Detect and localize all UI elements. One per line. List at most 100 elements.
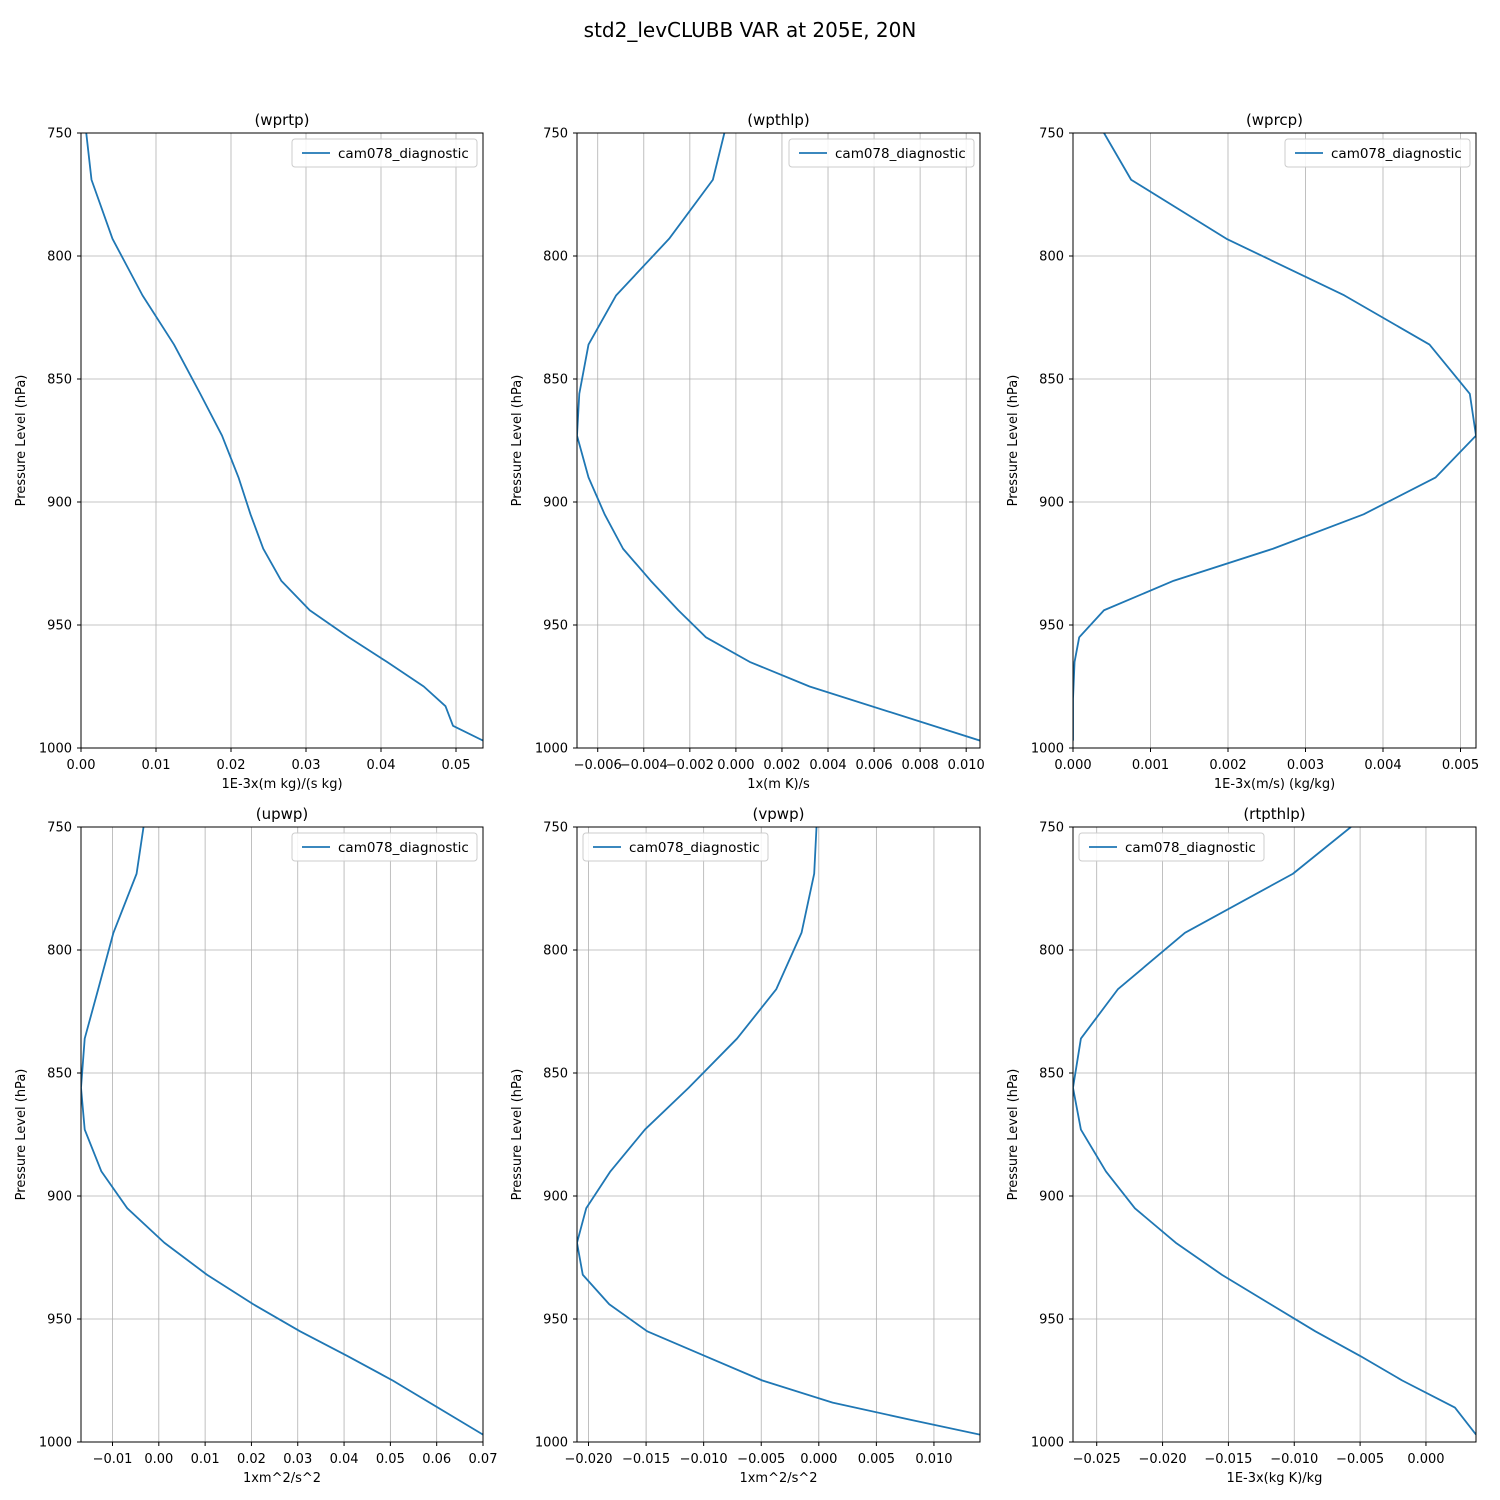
panel-1: −0.006−0.004−0.002 0.000 0.002 0.004 0.006 0.… [510,111,985,792]
x-tick-label: 0.000 [717,758,754,773]
y-tick-label: 750 [543,127,568,142]
x-axis-label: 1x(m K)/s [747,777,810,792]
y-tick-label: 750 [1039,821,1064,836]
y-tick-label: 850 [543,373,568,388]
x-tick-label: 0.002 [763,758,800,773]
panel-title: (vpwp) [753,805,805,823]
x-tick-label: 0.004 [809,758,846,773]
panel-2: 0.000 0.001 0.002 0.003 0.004 0.005 750 800 850 9… [1006,111,1479,792]
x-tick-label: 0.01 [142,758,171,773]
x-tick-label: 0.006 [855,758,892,773]
x-axis-label: 1xm^2/s^2 [243,1471,321,1486]
x-tick-label: 0.004 [1364,758,1401,773]
x-tick-label: −0.015 [1204,1452,1252,1467]
y-tick-label: 900 [1039,496,1064,511]
x-tick-label: 0.05 [442,758,471,773]
panel-title: (wpthlp) [747,111,810,129]
plot-frame [80,132,484,749]
x-tick-label: 0.00 [67,758,96,773]
y-axis-label: Pressure Level (hPa) [510,375,525,507]
legend-label: cam078_diagnostic [338,146,469,162]
y-tick-label: 750 [47,821,72,836]
y-tick-label: 800 [47,250,72,265]
x-tick-label: −0.01 [93,1452,133,1467]
x-tick-label: 0.03 [292,758,321,773]
y-tick-label: 950 [543,1313,568,1328]
figure-title: std2_levCLUBB VAR at 205E, 20N [584,18,917,42]
y-tick-label: 900 [543,1190,568,1205]
x-tick-label: 0.07 [469,1452,498,1467]
y-tick-label: 950 [47,1313,72,1328]
legend: cam078_diagnostic [1284,138,1471,168]
x-tick-label: 0.010 [915,1452,952,1467]
x-tick-label: 0.001 [1132,758,1169,773]
y-tick-label: 950 [1039,1313,1064,1328]
y-tick-label: 850 [47,373,72,388]
legend: cam078_diagnostic [291,138,478,168]
legend-label: cam078_diagnostic [835,146,966,162]
x-tick-label: 0.008 [902,758,939,773]
legend-label: cam078_diagnostic [629,840,760,856]
y-tick-label: 1000 [1031,742,1064,757]
y-axis-label: Pressure Level (hPa) [14,375,29,507]
y-tick-label: 1000 [535,742,568,757]
y-tick-label: 750 [47,127,72,142]
y-tick-label: 1000 [1031,1436,1064,1451]
series-line [81,827,483,1436]
x-tick-label: 0.000 [1054,758,1091,773]
y-tick-label: 900 [543,496,568,511]
legend-label: cam078_diagnostic [338,840,469,856]
y-axis-label: Pressure Level (hPa) [510,1069,525,1201]
x-tick-label: 0.010 [948,758,985,773]
plot-frame [576,132,981,749]
y-tick-label: 1000 [39,742,72,757]
x-tick-label: 0.06 [422,1452,451,1467]
x-tick-label: 0.02 [237,1452,266,1467]
y-axis-label: Pressure Level (hPa) [14,1069,29,1201]
y-tick-label: 1000 [535,1436,568,1451]
series-line [577,827,980,1436]
y-tick-label: 850 [47,1067,72,1082]
panel-4: −0.020 −0.015 −0.010 −0.005 0.000 0.005 0.010 7… [510,805,981,1486]
legend-label: cam078_diagnostic [1125,840,1256,856]
panel-3: −0.01 0.00 0.01 0.02 0.03 0.04 0.05 0.06 0.07 750… [14,805,497,1486]
x-tick-label: −0.005 [1336,1452,1384,1467]
legend-box [1284,138,1471,168]
x-tick-label: 0.05 [376,1452,405,1467]
panel-title: (rtpthlp) [1243,805,1305,823]
y-tick-label: 800 [543,944,568,959]
y-tick-label: 900 [47,1190,72,1205]
y-tick-label: 950 [47,619,72,634]
plot-frame [1072,132,1477,749]
legend: cam078_diagnostic [582,832,769,862]
panel-grid: 0.00 0.01 0.02 0.03 0.04 0.05 750 800 850 900 950 1… [14,111,1479,1486]
x-tick-label: −0.005 [737,1452,785,1467]
panel-title: (wprcp) [1246,111,1303,129]
x-tick-label: −0.006 [574,758,622,773]
plot-frame [576,826,981,1443]
y-tick-label: 900 [1039,1190,1064,1205]
x-tick-label: 0.002 [1209,758,1246,773]
legend-label: cam078_diagnostic [1331,146,1462,162]
legend-box [788,138,975,168]
plot-frame [80,826,484,1443]
legend: cam078_diagnostic [788,138,975,168]
legend: cam078_diagnostic [291,832,478,862]
y-axis-label: Pressure Level (hPa) [1006,1069,1021,1201]
x-tick-label: 0.005 [1442,758,1479,773]
y-tick-label: 800 [1039,944,1064,959]
x-axis-label: 1xm^2/s^2 [739,1471,817,1486]
y-tick-label: 850 [1039,1067,1064,1082]
y-axis-label: Pressure Level (hPa) [1006,375,1021,507]
panel-title: (upwp) [256,805,309,823]
legend-box [291,138,478,168]
x-tick-label: −0.010 [680,1452,728,1467]
panel-5: −0.025 −0.020 −0.015 −0.010 −0.005 0.000 750 80… [1006,805,1477,1486]
y-tick-label: 750 [1039,127,1064,142]
legend-box [1078,832,1265,862]
legend-box [291,832,478,862]
y-tick-label: 850 [543,1067,568,1082]
panel-title: (wprtp) [254,111,309,129]
